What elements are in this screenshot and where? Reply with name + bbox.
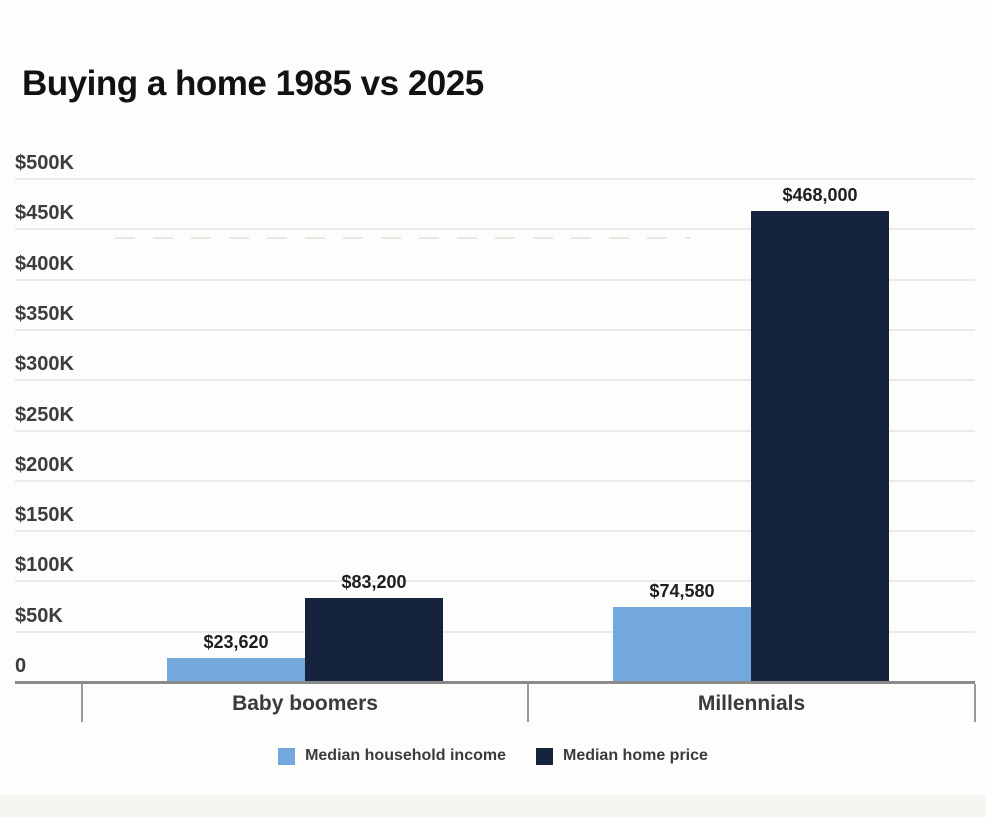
bar-median-household-income-millennials <box>613 606 751 682</box>
y-axis-tick-label: $400K <box>15 252 74 275</box>
legend-item-median-home-price: Median home price <box>535 747 708 765</box>
y-gridline <box>15 278 975 281</box>
y-axis-tick-label: $350K <box>15 302 74 325</box>
x-axis-tick <box>974 684 976 722</box>
y-gridline <box>15 328 975 331</box>
y-gridline <box>15 429 975 432</box>
y-axis-tick-label: $200K <box>15 453 74 476</box>
chart-title: Buying a home 1985 vs 2025 <box>22 64 484 103</box>
x-axis-line <box>15 681 975 684</box>
y-gridline <box>15 379 975 382</box>
y-gridline <box>15 580 975 583</box>
bar-value-label: $23,620 <box>203 632 269 653</box>
bar-value-label: $74,580 <box>649 580 715 601</box>
bar-value-label: $468,000 <box>782 185 858 206</box>
legend-label: Median home price <box>562 747 708 764</box>
x-axis-tick <box>527 684 529 722</box>
y-axis-tick-label: $300K <box>15 353 74 376</box>
y-gridline <box>15 178 975 180</box>
y-axis-tick-label: $100K <box>15 554 74 577</box>
y-gridline <box>15 630 975 633</box>
category-label-millennials: Millennials <box>697 692 806 715</box>
y-axis-tick-label: $450K <box>15 202 74 225</box>
y-gridline <box>15 228 975 231</box>
legend-label: Median household income <box>305 747 506 764</box>
legend-swatch-icon <box>278 747 296 765</box>
legend-item-median-household-income: Median household income <box>278 747 506 765</box>
y-axis-tick-label: 0 <box>15 655 27 677</box>
y-axis-tick-label: $50K <box>15 604 63 627</box>
y-axis-tick-label: $150K <box>15 504 74 527</box>
y-gridline <box>15 530 975 533</box>
x-axis-tick <box>81 684 83 722</box>
footer-strip <box>0 795 986 817</box>
category-label-baby-boomers: Baby boomers <box>232 692 378 715</box>
legend: Median household income Median home price <box>0 747 986 765</box>
y-axis-tick-label: $500K <box>15 152 74 174</box>
legend-swatch-icon <box>535 747 553 765</box>
y-axis-tick-label: $250K <box>15 403 74 426</box>
y-gridline <box>15 479 975 482</box>
bar-value-label: $83,200 <box>341 572 407 593</box>
bar-median-household-income-baby-boomers <box>167 658 305 682</box>
bar-median-home-price-baby-boomers <box>305 598 443 682</box>
dashed-gridline <box>115 237 690 239</box>
bar-median-home-price-millennials <box>751 211 889 682</box>
